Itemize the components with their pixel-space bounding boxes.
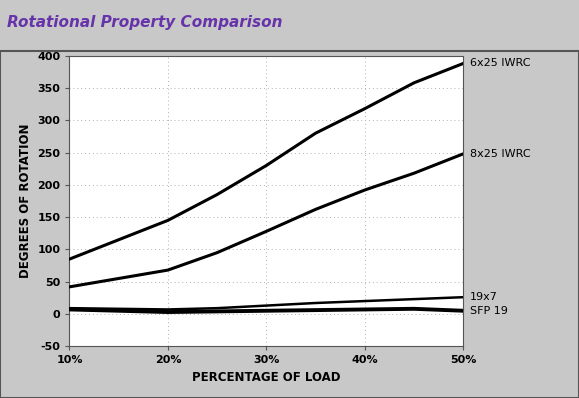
Text: SFP 19: SFP 19	[470, 306, 508, 316]
Text: Rotational Property Comparison: Rotational Property Comparison	[7, 16, 283, 30]
Text: 8x25 IWRC: 8x25 IWRC	[470, 149, 531, 159]
Text: 19x7: 19x7	[470, 292, 498, 302]
Y-axis label: DEGREES OF ROTATION: DEGREES OF ROTATION	[19, 124, 32, 278]
Text: 6x25 IWRC: 6x25 IWRC	[470, 59, 530, 68]
X-axis label: PERCENTAGE OF LOAD: PERCENTAGE OF LOAD	[192, 371, 340, 384]
